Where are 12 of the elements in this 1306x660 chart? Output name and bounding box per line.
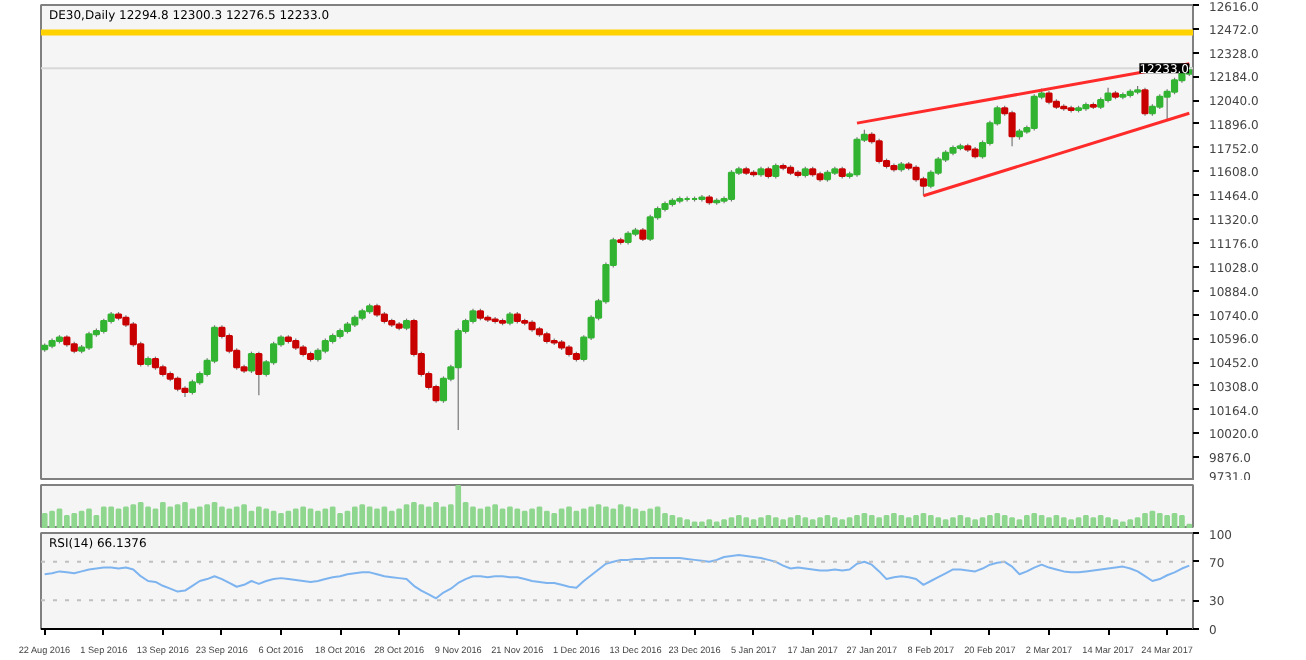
candlestick: [646, 214, 654, 242]
candlestick: [85, 331, 93, 351]
candlestick: [853, 136, 861, 178]
candlestick: [247, 351, 256, 374]
line-series: [43, 554, 1191, 600]
candlestick: [727, 169, 736, 203]
candlestick: [255, 351, 263, 396]
candlestick: [875, 138, 883, 165]
candlestick: [1008, 110, 1016, 147]
candlestick: [454, 327, 462, 431]
candlestick: [1030, 93, 1038, 132]
candlestick: [1141, 87, 1149, 117]
